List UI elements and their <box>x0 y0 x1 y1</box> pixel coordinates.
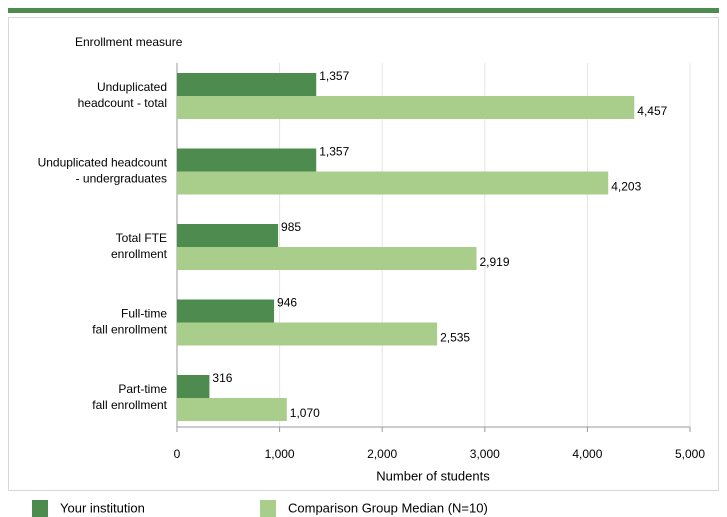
y-tick-label: headcount - total <box>78 96 167 110</box>
y-tick-label: Total FTE <box>116 231 167 245</box>
y-tick-label: Part-time <box>118 382 167 396</box>
legend-label: Comparison Group Median (N=10) <box>288 500 488 515</box>
y-tick-label: - undergraduates <box>76 172 167 186</box>
top-band <box>8 8 719 13</box>
bar <box>177 96 635 119</box>
x-axis-label: Number of students <box>376 468 490 483</box>
panel <box>8 17 719 491</box>
x-tick-label: 2,000 <box>367 447 397 461</box>
bar <box>177 73 317 96</box>
x-tick-label: 0 <box>174 447 181 461</box>
y-tick-label: Unduplicated headcount <box>38 156 168 170</box>
value-label: 1,070 <box>290 406 320 420</box>
bar <box>177 247 477 270</box>
x-tick-label: 4,000 <box>572 447 602 461</box>
legend-swatch <box>260 500 276 517</box>
bar <box>177 299 275 323</box>
y-tick-label: Full-time <box>121 307 167 321</box>
value-label: 1,357 <box>319 69 349 83</box>
bar <box>177 322 438 346</box>
value-label: 4,203 <box>611 180 641 194</box>
legend-swatch <box>32 500 48 517</box>
x-tick-label: 5,000 <box>675 447 705 461</box>
y-tick-label: fall enrollment <box>92 398 167 412</box>
y-tick-label: Unduplicated <box>97 80 167 94</box>
y-axis-label: Enrollment measure <box>75 35 183 49</box>
value-label: 2,919 <box>479 255 509 269</box>
value-label: 1,357 <box>319 145 349 159</box>
bar <box>177 224 279 247</box>
legend-label: Your institution <box>60 500 145 515</box>
value-label: 316 <box>212 371 232 385</box>
value-label: 946 <box>277 296 297 310</box>
y-tick-label: enrollment <box>111 247 168 261</box>
bar <box>177 375 210 398</box>
bar <box>177 148 317 172</box>
bar <box>177 398 287 421</box>
y-tick-label: fall enrollment <box>92 323 167 337</box>
x-tick-label: 1,000 <box>265 447 295 461</box>
value-label: 985 <box>281 220 301 234</box>
value-label: 4,457 <box>637 104 667 118</box>
bar <box>177 171 609 195</box>
x-tick-label: 3,000 <box>470 447 500 461</box>
value-label: 2,535 <box>440 331 470 345</box>
